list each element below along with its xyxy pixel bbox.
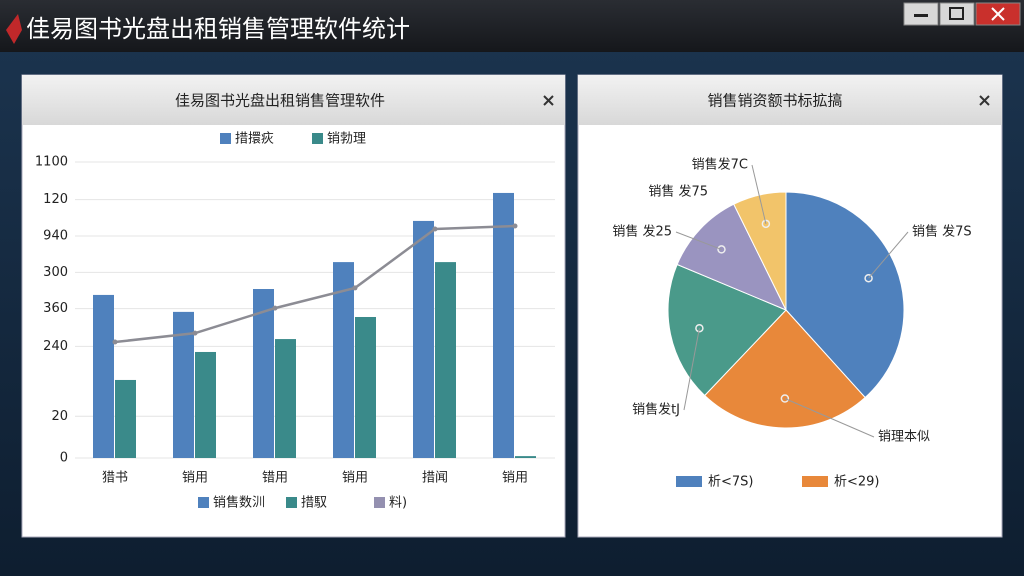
y-tick-label: 0 bbox=[60, 451, 68, 466]
leader-line bbox=[751, 164, 767, 224]
title-bar bbox=[0, 0, 1024, 52]
bar bbox=[435, 262, 456, 458]
leader-dot bbox=[780, 394, 790, 403]
bar bbox=[493, 192, 514, 459]
leader-line bbox=[683, 328, 700, 411]
legend-swatch bbox=[286, 497, 297, 508]
legend-swatch bbox=[220, 133, 231, 144]
legend-label: 料) bbox=[389, 496, 407, 511]
pie-slice bbox=[785, 191, 905, 399]
slice-label: 销售发tJ bbox=[632, 402, 680, 418]
line-series bbox=[114, 224, 516, 344]
line-point bbox=[112, 339, 118, 345]
y-tick-label: 300 bbox=[43, 265, 68, 280]
leader-dot bbox=[717, 245, 726, 254]
legend-label: 析<29) bbox=[834, 475, 880, 490]
line-point bbox=[352, 285, 358, 291]
y-tick-label: 20 bbox=[51, 409, 68, 424]
slice-label: 销售发7C bbox=[692, 157, 748, 173]
maximize-button[interactable] bbox=[939, 2, 975, 26]
y-tick-label: 1100 bbox=[35, 155, 68, 170]
pie-slice bbox=[667, 263, 787, 397]
bar bbox=[275, 339, 296, 458]
bar bbox=[93, 294, 114, 458]
window-title: 佳易图书光盘出租销售管理软件统计 bbox=[26, 15, 410, 43]
x-tick-label: 猎书 bbox=[102, 471, 128, 486]
bar bbox=[195, 351, 216, 458]
bar bbox=[515, 456, 536, 458]
x-tick-label: 错用 bbox=[262, 471, 288, 486]
bar bbox=[115, 379, 136, 458]
panel-title: 佳易图书光盘出租销售管理软件 bbox=[175, 92, 385, 110]
leader-line bbox=[784, 398, 875, 438]
slice-label: 销售 发7S bbox=[912, 224, 972, 240]
window-controls bbox=[903, 2, 1021, 26]
slice-label: 销理本似 bbox=[878, 430, 930, 445]
line-point bbox=[272, 305, 278, 311]
close-icon bbox=[991, 7, 1005, 21]
x-tick-label: 措闻 bbox=[422, 471, 448, 486]
leader-line bbox=[868, 231, 909, 279]
x-tick-label: 销用 bbox=[342, 471, 368, 486]
panel-close[interactable] bbox=[979, 95, 990, 106]
y-tick-label: 240 bbox=[43, 339, 68, 354]
panel-title: 销售销资额书标拡搞 bbox=[707, 92, 842, 110]
leader-dot bbox=[695, 323, 704, 333]
bar bbox=[355, 316, 376, 458]
leader-line bbox=[675, 231, 722, 250]
y-tick-label: 360 bbox=[43, 301, 68, 316]
legend-swatch bbox=[802, 476, 828, 487]
maximize-icon bbox=[949, 7, 964, 20]
bar bbox=[333, 262, 354, 458]
annotation: 销售 发75 bbox=[648, 184, 708, 200]
bar-panel: 佳易图书光盘出租销售管理软件 bbox=[21, 74, 566, 538]
x-tick-label: 销用 bbox=[182, 471, 208, 486]
bar bbox=[253, 289, 274, 458]
app-icon bbox=[6, 14, 22, 44]
legend-swatch bbox=[676, 476, 702, 487]
leader-dot bbox=[761, 219, 771, 229]
legend-swatch bbox=[374, 497, 385, 508]
leader-dot bbox=[864, 273, 873, 283]
bar bbox=[173, 311, 194, 458]
panel-header bbox=[578, 75, 1002, 125]
pie-slice bbox=[676, 203, 788, 311]
panel-header bbox=[22, 75, 565, 125]
y-tick-label: 940 bbox=[43, 229, 68, 244]
legend-swatch bbox=[198, 497, 209, 508]
slice-label: 销售 发25 bbox=[612, 224, 672, 240]
minimize-icon bbox=[914, 14, 928, 17]
bar bbox=[413, 220, 434, 458]
legend-swatch bbox=[312, 133, 323, 144]
pie-slice bbox=[703, 309, 866, 429]
legend-label: 析<7S) bbox=[708, 475, 754, 490]
panel-close[interactable] bbox=[543, 95, 554, 106]
line-point bbox=[192, 330, 198, 336]
legend-label: 销售数汌 bbox=[213, 495, 265, 511]
line-point bbox=[512, 223, 518, 229]
legend-label: 措擐疢 bbox=[235, 131, 274, 147]
line-point bbox=[432, 226, 438, 232]
x-tick-label: 销用 bbox=[502, 471, 528, 486]
y-tick-label: 120 bbox=[43, 192, 68, 207]
legend-label: 措馭 bbox=[301, 496, 327, 511]
legend-label: 销勃理 bbox=[327, 132, 366, 147]
